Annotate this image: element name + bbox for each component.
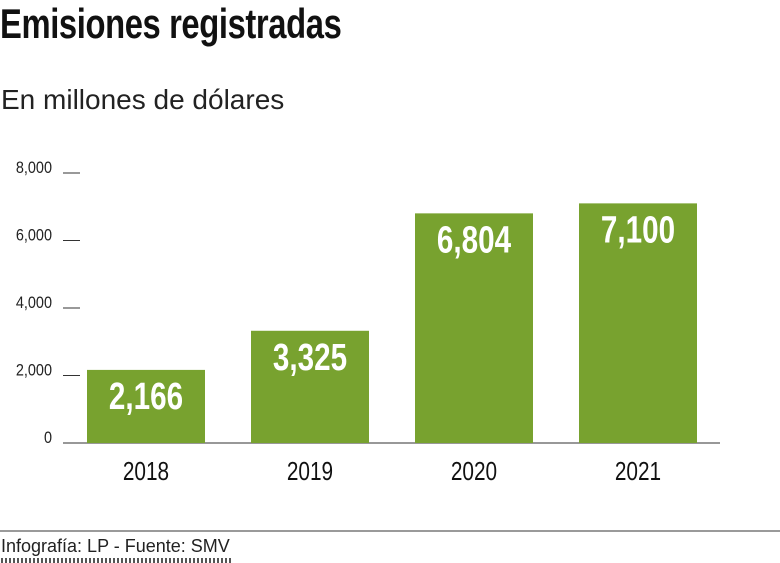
x-tick-label: 2018 [123,457,169,486]
chart-title: Emisiones registradas [0,0,342,47]
bar-chart: 0 2,000 4,000 6,000 8,000 2,166 2018 3,325 2019 6… [16,159,720,486]
x-tick-label: 2020 [451,457,497,486]
bar-value-label: 6,804 [437,219,511,261]
footer-divider [0,530,780,532]
x-tick-label: 2021 [615,457,661,486]
bar-value-label: 3,325 [273,336,347,378]
bar-value-label: 7,100 [601,209,675,251]
bar-2020 [415,213,533,443]
bar-value-label: 2,166 [109,375,183,417]
x-tick-label: 2019 [287,457,333,486]
y-tick-label: 2,000 [16,361,52,379]
bar-2019 [251,330,369,443]
bar-2018 [87,369,205,443]
footer-source: Infografía: LP - Fuente: SMV [1,536,230,556]
chart-subtitle: En millones de dólares [1,84,285,115]
y-tick-label: 0 [44,429,52,447]
y-tick-label: 8,000 [16,159,52,177]
footer-cut-text [1,558,231,563]
bar-2021 [579,203,697,443]
y-tick-label: 6,000 [16,226,52,244]
y-tick-label: 4,000 [16,294,52,312]
